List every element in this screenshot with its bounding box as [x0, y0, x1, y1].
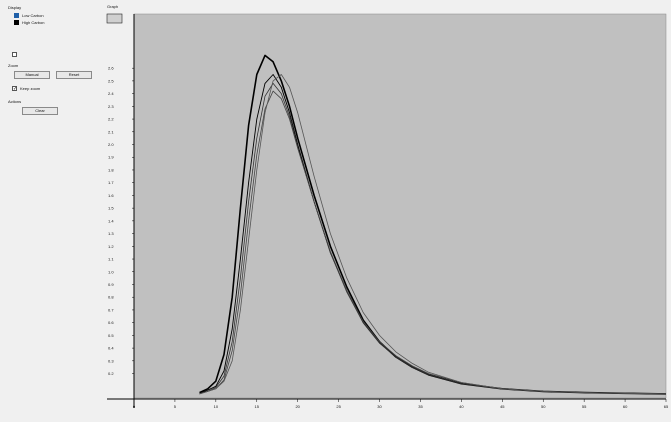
y-tick-label: 1.4 [108, 218, 114, 223]
graph-scale-box[interactable] [106, 13, 123, 24]
x-tick-label: 65 [664, 404, 669, 409]
y-tick-label: 0.8 [108, 295, 114, 300]
x-tick-label: 0 [133, 404, 136, 409]
y-tick-label: 2.5 [108, 78, 114, 83]
x-tick-label: 15 [255, 404, 260, 409]
x-tick-label: 55 [582, 404, 587, 409]
zoom-reset-button[interactable]: Reset [56, 71, 92, 79]
x-tick-label: 35 [418, 404, 423, 409]
y-tick-label: 1.3 [108, 231, 114, 236]
x-tick-label: 40 [459, 404, 464, 409]
low-carbon-label: Low Carbon [22, 13, 44, 18]
extra-checkbox[interactable] [12, 52, 17, 57]
y-tick-label: 0.5 [108, 333, 114, 338]
y-tick-label: 2.2 [108, 117, 114, 122]
x-tick-label: 25 [336, 404, 341, 409]
high-carbon-swatch[interactable] [14, 20, 19, 25]
x-tick-label: 60 [623, 404, 628, 409]
clear-button[interactable]: Clear [22, 107, 58, 115]
x-tick-label: 5 [174, 404, 177, 409]
y-tick-label: 1.2 [108, 244, 114, 249]
low-carbon-swatch[interactable] [14, 13, 19, 18]
control-panel: Display Low Carbon High Carbon Zoom Manu… [0, 0, 104, 417]
y-tick-label: 2.4 [108, 91, 114, 96]
keep-zoom-checkbox[interactable]: ✓ [12, 86, 18, 92]
y-tick-label: 1.5 [108, 206, 114, 211]
y-tick-label: 1.8 [108, 167, 114, 172]
y-tick-label: 0.4 [108, 346, 114, 351]
keep-zoom-label: Keep zoom [20, 86, 41, 91]
x-tick-label: 45 [500, 404, 505, 409]
plot-area [133, 13, 667, 399]
high-carbon-label: High Carbon [22, 20, 45, 25]
x-ticks: 0 5 10 15 20 25 30 35 40 45 50 55 60 65 [133, 399, 669, 409]
y-tick-label: 0.3 [108, 358, 114, 363]
y-tick-label: 2.6 [108, 66, 114, 71]
actions-group-title: Actions [8, 99, 22, 104]
y-tick-label: 0.7 [108, 307, 114, 312]
x-tick-label: 10 [214, 404, 219, 409]
y-tick-label: 2.0 [108, 142, 114, 147]
y-tick-label: 2.1 [108, 129, 114, 134]
graph-chart[interactable]: Graph 0.2 0.3 0.4 0.5 0.6 0.7 0.8 0.9 1.0 1.1 1.2 1… [104, 0, 671, 417]
y-tick-label: 2.3 [108, 104, 114, 109]
zoom-manual-button[interactable]: Manual [14, 71, 50, 79]
y-tick-label: 0.2 [108, 371, 114, 376]
display-group-title: Display [8, 5, 22, 10]
y-tick-label: 1.7 [108, 180, 114, 185]
y-tick-label: 1.0 [108, 269, 114, 274]
x-tick-label: 20 [295, 404, 300, 409]
y-tick-label: 1.9 [108, 155, 114, 160]
y-tick-label: 1.6 [108, 193, 114, 198]
x-tick-label: 30 [377, 404, 382, 409]
y-tick-label: 0.6 [108, 320, 114, 325]
series-line-5 [199, 74, 667, 395]
y-tick-label: 0.9 [108, 282, 114, 287]
graph-title: Graph [107, 4, 118, 9]
graph-panel: Graph 0.2 0.3 0.4 0.5 0.6 0.7 0.8 0.9 1.0 1.1 1.2 1… [104, 0, 671, 417]
chart-series [199, 54, 667, 395]
zoom-group-title: Zoom [8, 63, 19, 68]
x-tick-label: 50 [541, 404, 546, 409]
y-tick-label: 1.1 [108, 257, 114, 262]
y-ticks: 0.2 0.3 0.4 0.5 0.6 0.7 0.8 0.9 1.0 1.1 1.2 1.3 1.4 1… [108, 66, 134, 376]
